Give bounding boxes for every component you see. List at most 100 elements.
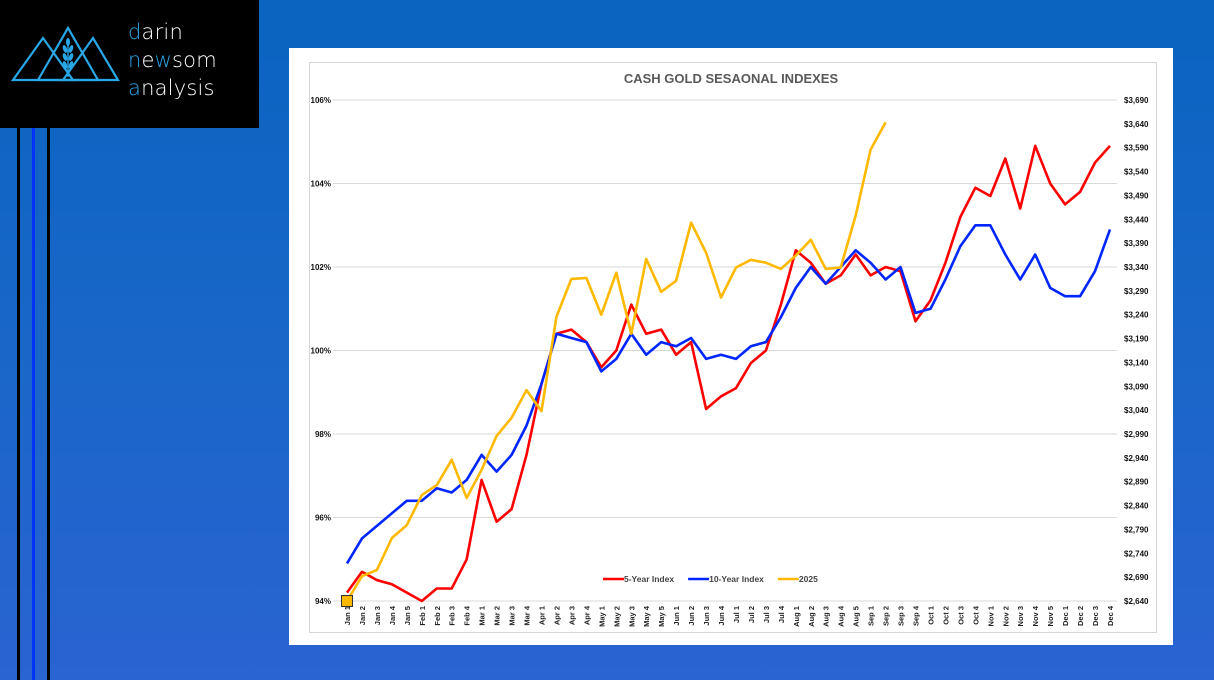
right-axis-tick-label: $2,790 (1124, 525, 1149, 534)
right-axis-tick-label: $3,090 (1124, 382, 1149, 391)
x-axis-tick-label: Aug 5 (852, 606, 861, 627)
brand-letter: d (128, 20, 142, 44)
right-axis-tick-label: $2,940 (1124, 454, 1149, 463)
x-axis-tick-label: Mar 4 (523, 605, 532, 625)
brand-word: som (172, 48, 217, 72)
mountains-wheat-icon (10, 25, 120, 82)
x-axis-tick-label: Sep 1 (867, 606, 876, 626)
left-axis-tick-label: 98% (315, 430, 331, 439)
brand-letter: w (154, 48, 173, 72)
chart-card (289, 48, 1173, 645)
x-axis-tick-label: Oct 2 (941, 606, 950, 625)
brand-letter: n (128, 48, 142, 72)
start-marker (341, 595, 353, 607)
x-axis-tick-label: Jan 3 (373, 606, 382, 625)
left-axis-tick-label: 104% (311, 180, 331, 189)
x-axis-tick-label: Feb 1 (418, 606, 427, 626)
brand-letter: a (128, 76, 142, 100)
brand-word: nalysis (141, 76, 215, 100)
legend-item: 5-Year Index (603, 574, 674, 584)
x-axis-tick-label: May 1 (597, 606, 606, 627)
right-axis-tick-label: $3,440 (1124, 215, 1149, 224)
left-axis-tick-label: 94% (315, 597, 331, 606)
right-axis-tick-label: $3,640 (1124, 120, 1149, 129)
legend-item: 2025 (777, 574, 818, 584)
x-axis-tick-label: Nov 5 (1046, 606, 1055, 626)
right-axis-ticks: $3,690 $3,640 $3,590 $3,540 $3,490 $3,440 $3,3… (1124, 96, 1149, 606)
right-axis-tick-label: $2,840 (1124, 502, 1149, 511)
x-axis-tick-label: Jan 5 (403, 606, 412, 625)
x-axis-ticks: Jan 1 Jan 2 Jan 3 Jan 4 Jan 5 Feb 1 Feb 2 Feb 3… (343, 605, 1115, 627)
gridlines (333, 99, 1117, 602)
x-axis-tick-label: Nov 2 (1001, 606, 1010, 626)
x-axis-tick-label: Oct 4 (971, 605, 980, 625)
x-axis-tick-label: May 3 (627, 606, 636, 627)
brand-word: arin (141, 20, 183, 44)
x-axis-tick-label: Jun 1 (672, 606, 681, 626)
x-axis-tick-label: Sep 2 (882, 606, 891, 626)
x-axis-tick-label: Apr 3 (567, 606, 576, 625)
chart-frame (309, 62, 1157, 633)
x-axis-tick-label: Feb 3 (448, 606, 457, 626)
x-axis-tick-label: Jun 4 (717, 605, 726, 625)
brand-line-3: analysis (128, 74, 217, 102)
x-axis-tick-label: Aug 3 (822, 606, 831, 627)
x-axis-tick-label: Dec 1 (1061, 606, 1070, 626)
x-axis-tick-label: Sep 4 (912, 605, 921, 626)
x-axis-tick-label: Jan 1 (343, 606, 352, 625)
x-axis-tick-label: Jan 4 (388, 605, 397, 625)
legend-item: 10-Year Index (688, 574, 764, 584)
left-axis-tick-label: 102% (311, 263, 331, 272)
x-axis-tick-label: Feb 2 (433, 606, 442, 626)
right-axis-tick-label: $3,290 (1124, 287, 1149, 296)
decorative-stripe (32, 128, 35, 680)
legend-label: 10-Year Index (709, 574, 764, 584)
series-line-5-year-index (345, 144, 1111, 603)
right-axis-tick-label: $2,990 (1124, 430, 1149, 439)
x-axis-tick-label: Mar 2 (493, 606, 502, 626)
right-axis-tick-label: $3,140 (1124, 358, 1149, 367)
brand-word: e (141, 48, 155, 72)
x-axis-tick-label: Nov 3 (1016, 606, 1025, 626)
x-axis-tick-label: Dec 3 (1091, 606, 1100, 626)
x-axis-tick-label: Dec 4 (1106, 605, 1115, 626)
right-axis-tick-label: $3,690 (1124, 96, 1149, 105)
right-axis-tick-label: $3,540 (1124, 168, 1149, 177)
x-axis-tick-label: Oct 3 (956, 606, 965, 625)
decorative-stripe (17, 128, 20, 680)
x-axis-tick-label: Oct 1 (926, 606, 935, 625)
brand-line-1: darin (128, 18, 217, 46)
left-axis-tick-label: 106% (311, 96, 331, 105)
right-axis-tick-label: $3,490 (1124, 191, 1149, 200)
right-axis-tick-label: $2,640 (1124, 597, 1149, 606)
x-axis-tick-label: Mar 3 (508, 606, 517, 626)
x-axis-tick-label: May 2 (612, 606, 621, 627)
x-axis-tick-label: Jul 2 (747, 606, 756, 623)
x-axis-tick-label: Aug 2 (807, 606, 816, 627)
x-axis-tick-label: Apr 4 (582, 605, 591, 625)
right-axis-tick-label: $2,690 (1124, 573, 1149, 582)
chart-title: CASH GOLD SESAONAL INDEXES (624, 71, 839, 86)
x-axis-tick-label: Jul 4 (777, 605, 786, 623)
left-axis-ticks: 106% 104% 102% 100% 98% 96% 94% (311, 96, 331, 606)
x-axis-tick-label: Jan 2 (358, 606, 367, 625)
right-axis-tick-label: $3,240 (1124, 311, 1149, 320)
right-axis-tick-label: $3,590 (1124, 144, 1149, 153)
legend-label: 2025 (799, 574, 818, 584)
left-axis-tick-label: 96% (315, 514, 331, 523)
x-axis-tick-label: Jun 2 (687, 606, 696, 626)
right-axis-tick-label: $3,390 (1124, 239, 1149, 248)
x-axis-tick-label: Dec 2 (1076, 606, 1085, 626)
series-lines (341, 121, 1112, 607)
right-axis-tick-label: $2,890 (1124, 478, 1149, 487)
legend-label: 5-Year Index (624, 574, 674, 584)
chart-legend: 5-Year Index 10-Year Index 2025 (603, 574, 818, 584)
x-axis-tick-label: Apr 2 (552, 606, 561, 625)
x-axis-tick-label: Jul 3 (762, 606, 771, 623)
brand-line-2: newsom (128, 46, 217, 74)
left-axis-tick-label: 100% (311, 347, 331, 356)
right-axis-tick-label: $3,340 (1124, 263, 1149, 272)
x-axis-tick-label: Mar 1 (478, 606, 487, 626)
x-axis-tick-label: Nov 1 (986, 606, 995, 626)
